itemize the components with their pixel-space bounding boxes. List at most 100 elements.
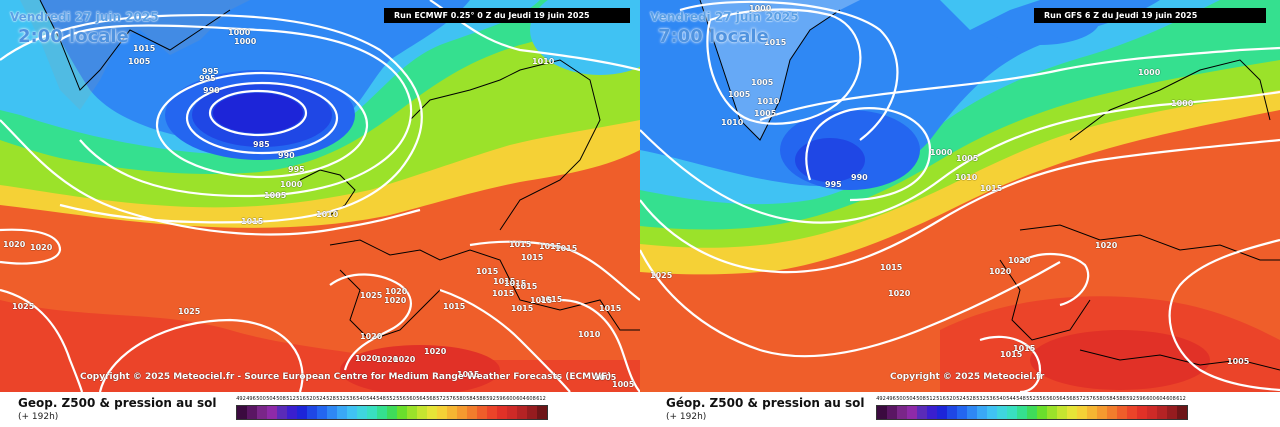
isobar-label: 1015 (540, 295, 563, 304)
scale-swatch (527, 406, 537, 419)
scale-tick-label: 500 (256, 396, 266, 402)
scale-swatch (887, 406, 897, 419)
scale-swatch (267, 406, 277, 419)
scale-tick-label: 604 (516, 396, 526, 402)
isobar-label: 1025 (12, 302, 35, 311)
forecast-range: (+ 192h) (666, 412, 707, 422)
scale-tick-label: 612 (1176, 396, 1186, 402)
scale-tick-label: 540 (996, 396, 1006, 402)
isobar-label: 1000 (930, 148, 953, 157)
scale-swatch (407, 406, 417, 419)
scale-swatch (1007, 406, 1017, 419)
scale-swatch (417, 406, 427, 419)
scale-swatch (357, 406, 367, 419)
isobar-label: 1000 (234, 37, 257, 46)
scale-swatch (1117, 406, 1127, 419)
forecast-time: 2:00 locale (18, 26, 129, 47)
scale-swatch (1127, 406, 1137, 419)
scale-swatch (297, 406, 307, 419)
scale-tick-label: 512 (286, 396, 296, 402)
isobar-label: 1025 (360, 291, 383, 300)
isobar-label: 1000 (228, 28, 251, 37)
map-title: Geop. Z500 & pression au sol (18, 396, 217, 410)
isobar-label: 990 (278, 151, 295, 160)
scale-tick-label: 532 (336, 396, 346, 402)
scale-tick-label: 536 (986, 396, 996, 402)
isobar-label: 1000 (749, 4, 772, 13)
scale-ticks: 492 496 500 504 508 512 516 520 524 528 532 536 540 5… (876, 396, 1188, 405)
isobar-label: 1015 (521, 253, 544, 262)
isobar-label: 1020 (1008, 256, 1031, 265)
isobar-label: 1025 (178, 307, 201, 316)
scale-swatch (397, 406, 407, 419)
scale-tick-label: 536 (346, 396, 356, 402)
scale-swatch (317, 406, 327, 419)
scale-tick-label: 588 (1116, 396, 1126, 402)
scale-swatch (387, 406, 397, 419)
scale-tick-label: 580 (1096, 396, 1106, 402)
scale-tick-label: 600 (506, 396, 516, 402)
isobar-label: 1020 (30, 243, 53, 252)
scale-tick-label: 572 (1076, 396, 1086, 402)
scale-swatch (897, 406, 907, 419)
ecmwf-field (0, 0, 640, 392)
scale-tick-label: 544 (1006, 396, 1016, 402)
isobar-label: 995 (202, 67, 219, 76)
scale-tick-label: 596 (1136, 396, 1146, 402)
isobar-label: 1015 (492, 289, 515, 298)
scale-tick-label: 592 (486, 396, 496, 402)
isobar-label: 1020 (424, 347, 447, 356)
forecast-range: (+ 192h) (18, 412, 59, 422)
isobar-label: 1005 (1227, 357, 1250, 366)
scale-swatch (907, 406, 917, 419)
isobar-label: 995 (825, 180, 842, 189)
isobar-label: 1015 (457, 370, 480, 379)
scale-swatch (537, 406, 547, 419)
scale-tick-label: 592 (1126, 396, 1136, 402)
scale-tick-label: 608 (1166, 396, 1176, 402)
gfs-field (640, 0, 1280, 392)
isobar-label: 1005 (594, 373, 617, 382)
scale-swatch (477, 406, 487, 419)
isobar-label: 1015 (539, 242, 562, 251)
scale-swatch (237, 406, 247, 419)
scale-swatch (487, 406, 497, 419)
scale-swatch (937, 406, 947, 419)
scale-swatch (1027, 406, 1037, 419)
isobar-label: 1015 (504, 279, 527, 288)
scale-swatch (987, 406, 997, 419)
scale-swatch (1017, 406, 1027, 419)
forecast-time: 7:00 locale (658, 26, 769, 47)
isobar-label: 1005 (956, 154, 979, 163)
scale-swatch (967, 406, 977, 419)
scale-bar (236, 405, 548, 420)
scale-swatch (507, 406, 517, 419)
isobar-label: 990 (851, 173, 868, 182)
scale-swatch (1157, 406, 1167, 419)
isobar-label: 1020 (360, 332, 383, 341)
scale-tick-label: 560 (1046, 396, 1056, 402)
scale-swatch (467, 406, 477, 419)
isobar-label: 1015 (530, 296, 553, 305)
isobar-label: 1015 (980, 184, 1003, 193)
isobar-label: 1000 (1138, 68, 1161, 77)
scale-swatch (447, 406, 457, 419)
isobar-label: 1015 (493, 277, 516, 286)
scale-tick-label: 500 (896, 396, 906, 402)
isobar-label: 1010 (532, 57, 555, 66)
scale-swatch (1047, 406, 1057, 419)
copyright-text: Copyright © 2025 Meteociel.fr (890, 372, 1045, 382)
isobar-label: 1015 (241, 217, 264, 226)
isobar-label: 1015 (133, 44, 156, 53)
isobar-label: 1010 (721, 118, 744, 127)
scale-swatch (877, 406, 887, 419)
isobar-label: 1000 (1171, 99, 1194, 108)
footer: Géop. Z500 & pression au sol (+ 192h) 49… (640, 392, 1280, 427)
forecast-date: Vendredi 27 juin 2025 (650, 10, 799, 24)
scale-tick-label: 512 (926, 396, 936, 402)
isobar-label: 1010 (757, 97, 780, 106)
scale-tick-label: 552 (1026, 396, 1036, 402)
scale-tick-label: 576 (446, 396, 456, 402)
scale-tick-label: 588 (476, 396, 486, 402)
scale-swatch (1087, 406, 1097, 419)
